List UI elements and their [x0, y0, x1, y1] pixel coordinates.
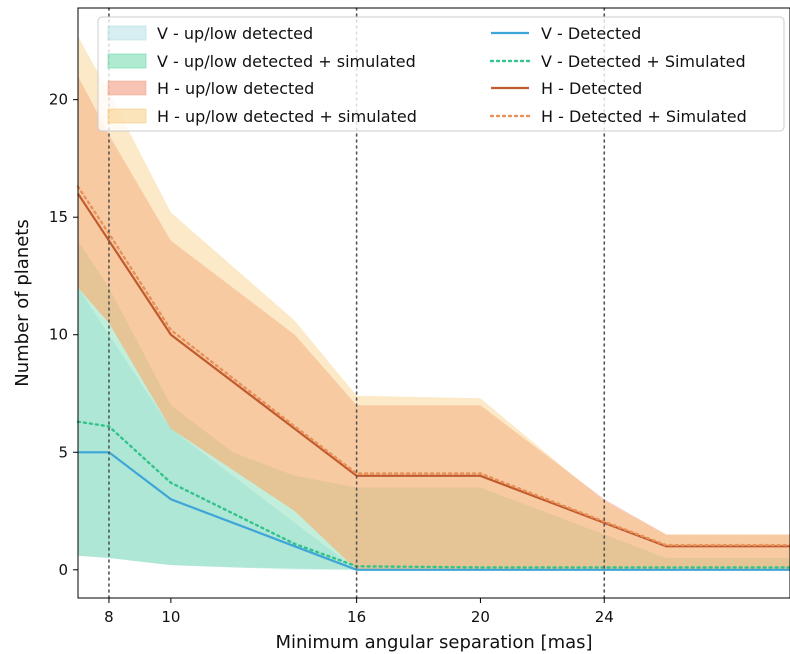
y-ticks: 0 5 10 15 20	[49, 91, 78, 579]
x-tick-label: 16	[347, 608, 366, 626]
plot-frame	[77, 7, 790, 599]
legend-swatch-band	[107, 108, 147, 124]
legend-swatch-band	[107, 25, 147, 41]
y-tick-label: 0	[58, 561, 68, 579]
x-tick-label: 10	[161, 608, 180, 626]
legend-box	[97, 16, 785, 132]
bands-layer	[78, 36, 790, 570]
legend-label: V - up/low detected	[157, 24, 313, 43]
band-2	[78, 240, 790, 570]
band-4	[78, 36, 790, 570]
legend-label: V - Detected + Simulated	[541, 52, 746, 71]
band-3	[78, 76, 790, 570]
y-tick-label: 15	[49, 208, 68, 226]
band-1	[78, 287, 790, 570]
x-ticks: 8 10 16 20 24	[104, 598, 614, 626]
x-axis-label: Minimum angular separation [mas]	[275, 632, 592, 653]
y-axis-label: Number of planets	[12, 219, 33, 386]
y-tick-label: 20	[49, 91, 68, 109]
x-tick-label: 24	[595, 608, 614, 626]
legend: V - up/low detected V - up/low detected +…	[97, 16, 785, 132]
legend-label: H - Detected + Simulated	[541, 107, 747, 126]
legend-label: H - up/low detected	[157, 79, 314, 98]
legend-swatch-band	[107, 53, 147, 69]
legend-swatch-band	[107, 80, 147, 96]
y-tick-label: 10	[49, 326, 68, 344]
legend-label: H - up/low detected + simulated	[157, 107, 417, 126]
x-tick-label: 20	[471, 608, 490, 626]
series-line-1	[78, 451, 790, 571]
legend-label: H - Detected	[541, 79, 642, 98]
x-tick-label: 8	[104, 608, 114, 626]
y-tick-label: 5	[58, 443, 68, 461]
legend-label: V - up/low detected + simulated	[157, 52, 416, 71]
legend-label: V - Detected	[541, 24, 641, 43]
